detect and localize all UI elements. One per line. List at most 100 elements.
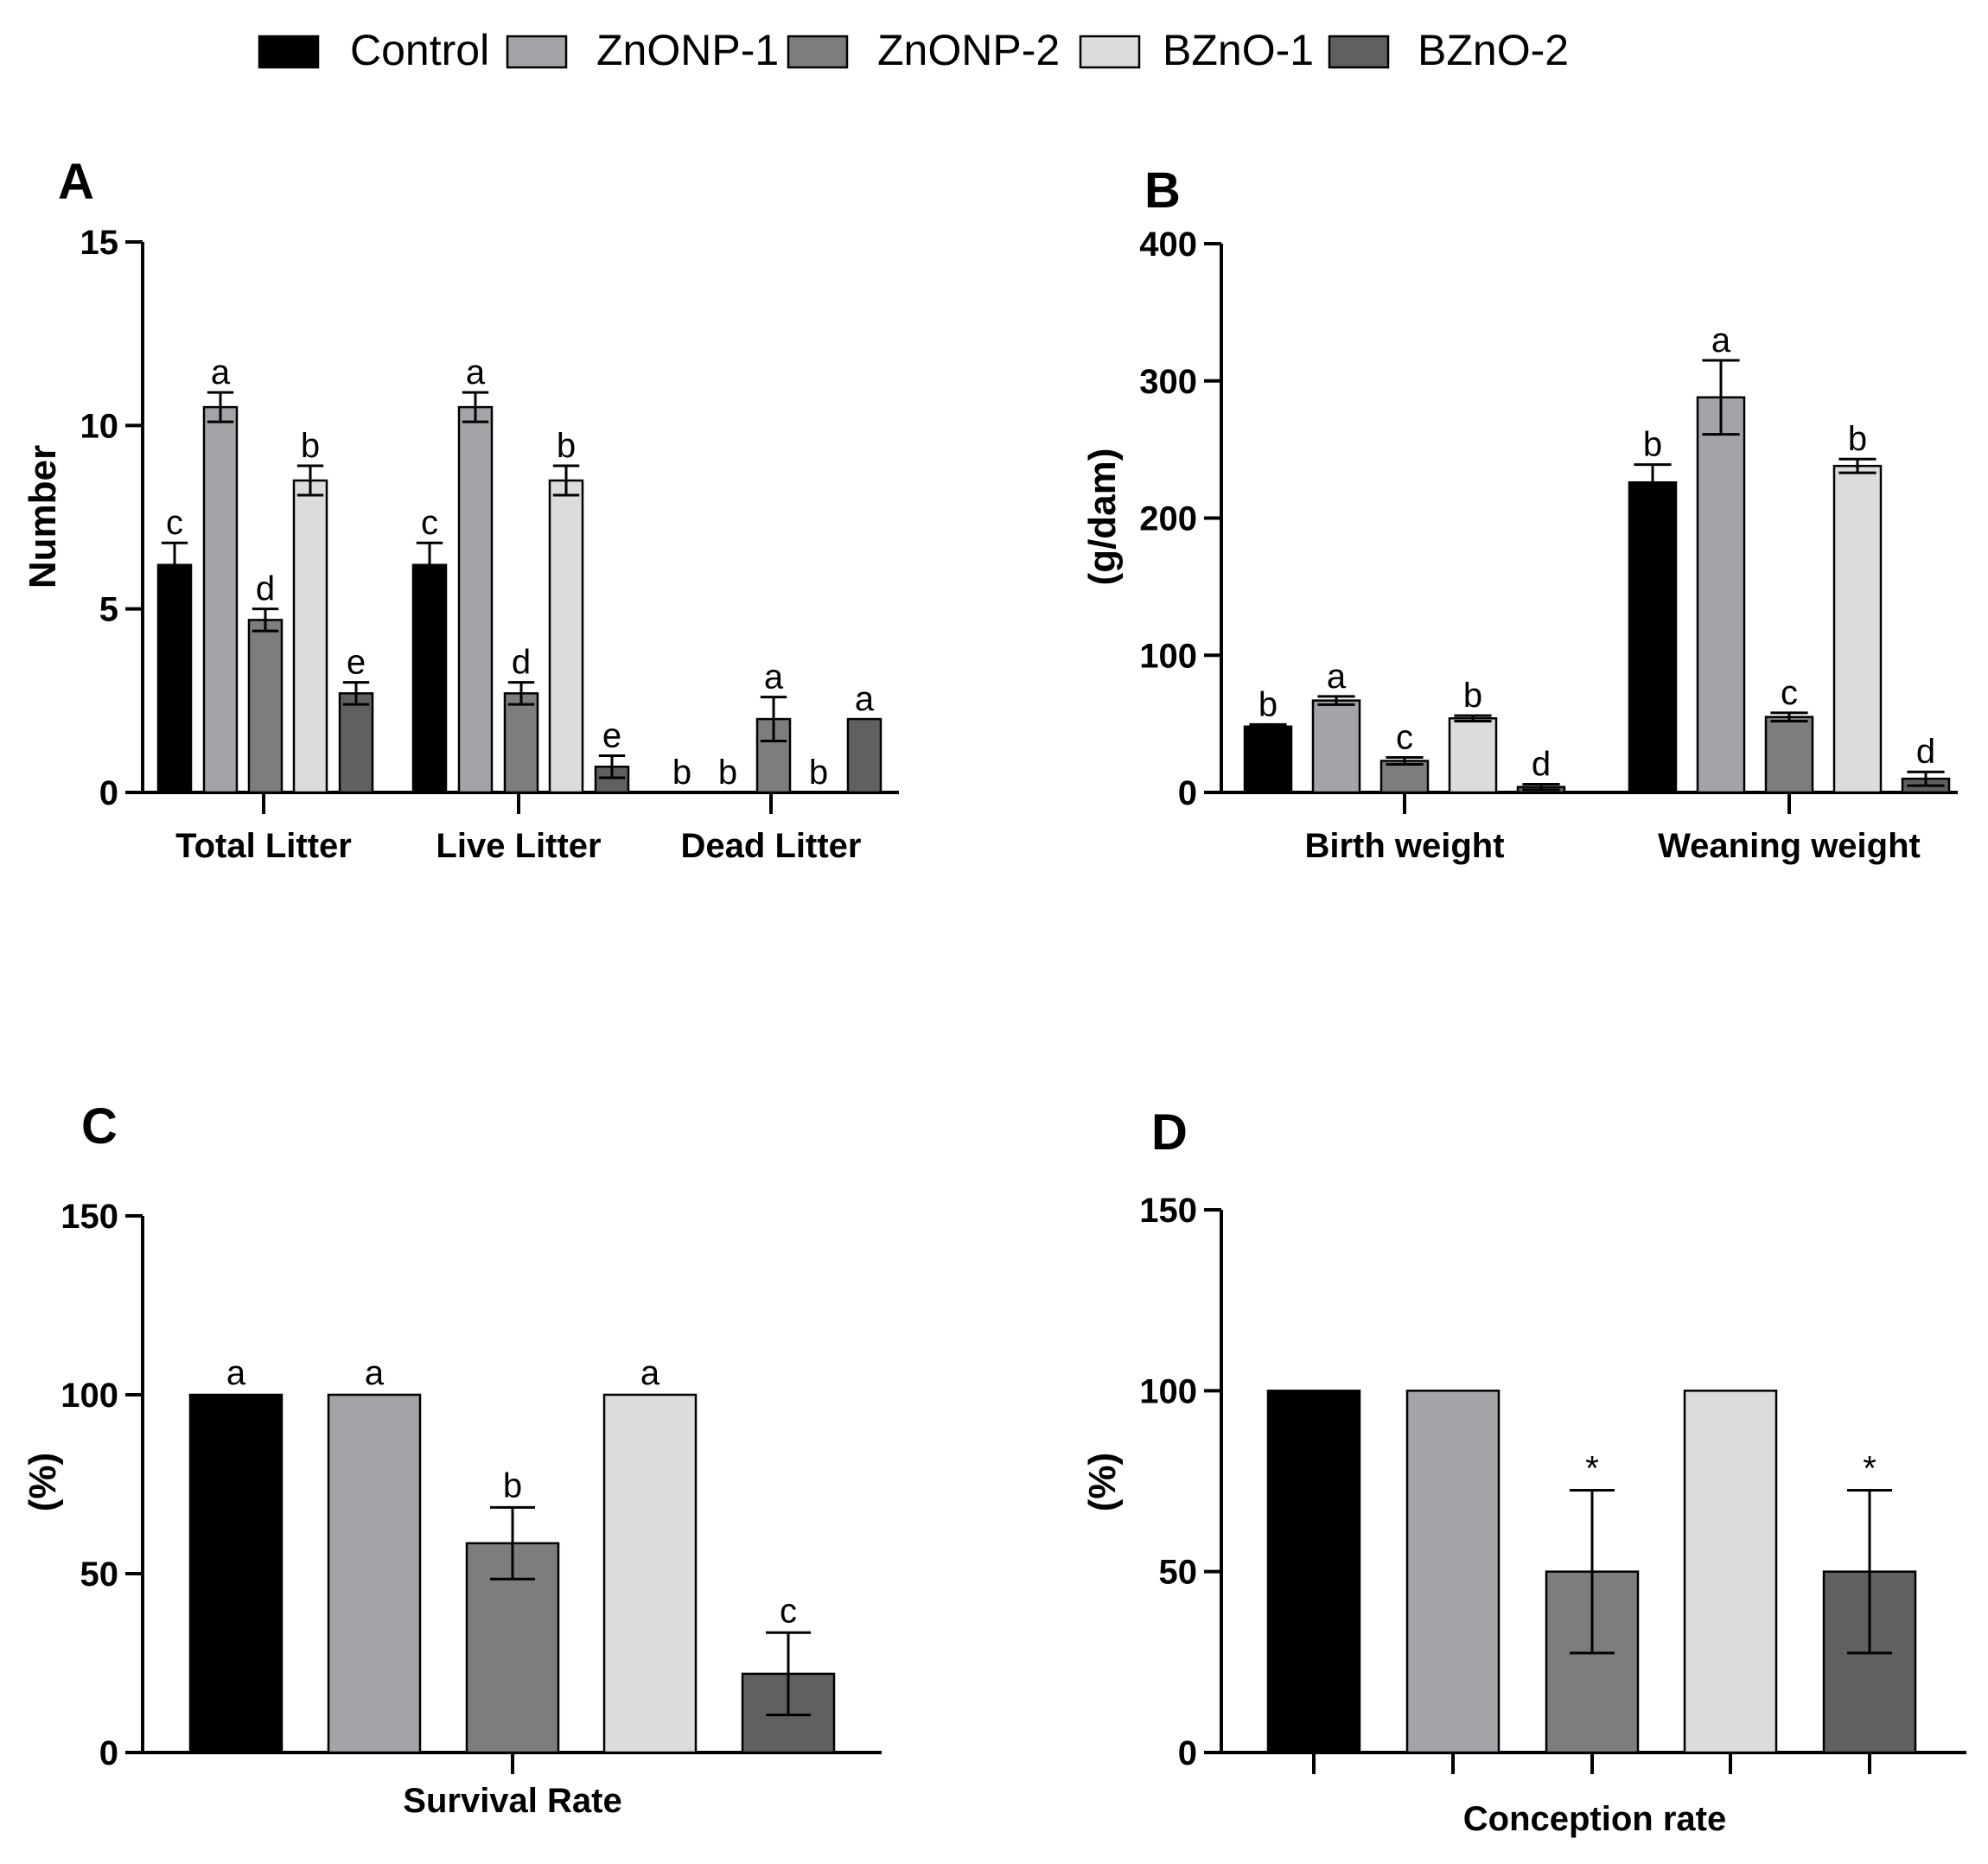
y-tick-label: 15 <box>80 224 119 262</box>
y-tick-label: 10 <box>80 407 119 445</box>
bar-bzno-1 <box>1448 717 1498 794</box>
significance-label: * <box>1585 1449 1599 1487</box>
legend-label: ZnONP-2 <box>877 26 1060 74</box>
x-category-label: Birth weight <box>1304 827 1504 865</box>
x-category-label: Total Litter <box>175 827 352 865</box>
y-tick-label: 200 <box>1139 500 1197 538</box>
significance-label: a <box>466 353 486 391</box>
significance-label: b <box>1463 677 1482 715</box>
bar-znonp-1 <box>202 405 239 794</box>
bar-control <box>1266 1390 1361 1754</box>
y-tick-label: 0 <box>99 774 118 812</box>
significance-label: c <box>1781 674 1798 712</box>
bar-bzno-1 <box>1683 1390 1778 1754</box>
legend: Control ZnONP-1 ZnONP-2 BZnO-1 BZnO-2 <box>258 26 1569 74</box>
category-group-weaning-weight: b a c b d Weaning weight <box>1628 321 1951 865</box>
bar-znonp-2 <box>247 619 284 794</box>
significance-label: c <box>780 1592 797 1630</box>
significance-label: c <box>421 504 438 542</box>
x-category-label: Live Litter <box>436 827 601 865</box>
panel-label: B <box>1144 162 1181 219</box>
bar-znonp-1 <box>327 1393 422 1754</box>
y-tick-label: 300 <box>1139 363 1197 401</box>
y-tick-label: 50 <box>1159 1554 1198 1592</box>
bar-znonp-1 <box>1696 396 1746 794</box>
y-axis-label: (%) <box>1081 1453 1124 1511</box>
y-tick-label: 0 <box>1178 1734 1197 1772</box>
category-group-conception-rate: * * Conception rate <box>1266 1390 1917 1838</box>
panel-label: D <box>1151 1104 1188 1161</box>
y-tick-label: 5 <box>99 591 118 629</box>
y-tick-label: 50 <box>80 1555 119 1594</box>
significance-label: a <box>640 1354 660 1392</box>
bar-bzno-2 <box>846 717 882 794</box>
x-category-label: Dead Litter <box>681 827 862 865</box>
bar-control <box>156 563 193 794</box>
bar-bzno-1 <box>548 479 584 794</box>
bar-control <box>188 1393 284 1754</box>
significance-label: a <box>855 680 875 718</box>
significance-label: a <box>1711 321 1731 359</box>
category-group-total-litter: c a d b e Total Litter <box>156 353 374 865</box>
bar-bzno-1 <box>1832 464 1883 794</box>
y-tick-label: 100 <box>1139 637 1197 675</box>
y-tick-label: 150 <box>61 1198 118 1236</box>
significance-label: d <box>256 570 275 608</box>
legend-swatch <box>787 35 849 69</box>
significance-label: a <box>211 353 231 391</box>
panel-c: C (%) 0 50 100 150 a a b a c Survival Rate <box>22 1098 882 1820</box>
bar-bzno-2 <box>338 692 374 794</box>
legend-swatch <box>258 35 320 69</box>
significance-label: b <box>1848 420 1867 458</box>
significance-label: b <box>503 1466 522 1505</box>
y-tick-label: 400 <box>1139 226 1197 264</box>
bar-bzno-1 <box>292 479 328 794</box>
panel-b: B (g/dam) 0 100 200 300 400 b a c b d Birth weight b a… <box>1081 162 1958 865</box>
significance-label: b <box>1643 426 1662 464</box>
legend-swatch <box>1328 35 1390 69</box>
legend-label: BZnO-1 <box>1163 26 1314 74</box>
bar-znonp-1 <box>1311 699 1361 794</box>
bar-znonp-2 <box>1764 716 1814 794</box>
significance-label: d <box>1916 733 1935 771</box>
significance-label: c <box>1396 719 1413 757</box>
y-tick-label: 0 <box>1178 774 1197 812</box>
legend-label: Control <box>350 26 489 74</box>
x-category-label: Weaning weight <box>1658 827 1921 865</box>
significance-label: d <box>1532 745 1551 783</box>
significance-label: e <box>602 717 621 755</box>
bar-znonp-1 <box>1405 1390 1501 1754</box>
y-tick-label: 150 <box>1139 1192 1197 1230</box>
significance-label: a <box>1327 658 1347 696</box>
legend-swatch <box>1079 35 1141 69</box>
significance-label: b <box>809 754 828 792</box>
significance-label: a <box>764 658 784 697</box>
x-category-label: Conception rate <box>1463 1800 1726 1838</box>
category-group-survival-rate: a a b a c Survival Rate <box>188 1354 836 1820</box>
panel-d: D (%) 0 50 100 150 * * Conception rate <box>1081 1104 1966 1838</box>
category-group-live-litter: c a d b e Live Litter <box>411 353 630 865</box>
bar-znonp-2 <box>1379 760 1430 794</box>
legend-swatch <box>506 35 568 69</box>
panel-a: A Number 0 5 10 15 c a d b e Total Litter c a d b e Live … <box>22 154 899 865</box>
y-tick-label: 100 <box>61 1377 118 1415</box>
significance-label: b <box>1258 685 1278 723</box>
legend-item-control: Control <box>258 26 489 74</box>
legend-label: BZnO-2 <box>1418 26 1569 74</box>
bar-znonp-1 <box>457 405 494 794</box>
significance-label: b <box>557 427 576 465</box>
panel-label: A <box>58 154 94 210</box>
y-tick-label: 100 <box>1139 1372 1197 1410</box>
y-tick-label: 0 <box>99 1734 118 1772</box>
legend-item-bzno-2: BZnO-2 <box>1328 26 1569 74</box>
significance-label: c <box>166 504 183 542</box>
significance-label: b <box>301 427 320 465</box>
legend-item-znonp-1: ZnONP-1 <box>506 26 779 74</box>
legend-item-znonp-2: ZnONP-2 <box>787 26 1060 74</box>
category-group-birth-weight: b a c b d Birth weight <box>1243 658 1566 865</box>
y-axis-label: (%) <box>22 1453 64 1511</box>
bar-bzno-1 <box>602 1393 698 1754</box>
bar-control <box>1243 725 1293 794</box>
